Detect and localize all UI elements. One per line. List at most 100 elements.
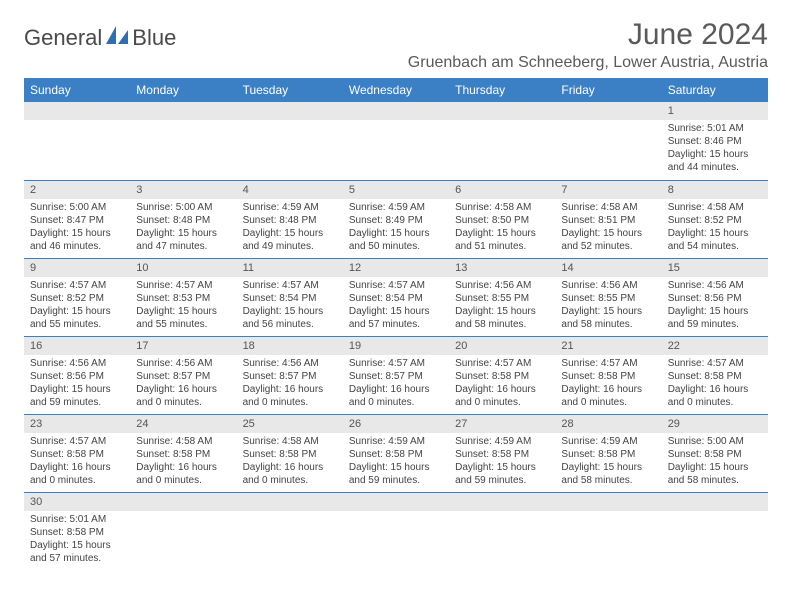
sunset-line: Sunset: 8:47 PM <box>30 214 124 227</box>
day-content: Sunrise: 4:57 AMSunset: 8:54 PMDaylight:… <box>237 277 343 335</box>
weekday-header: Tuesday <box>237 78 343 102</box>
day-content: Sunrise: 5:01 AMSunset: 8:46 PMDaylight:… <box>662 120 768 178</box>
sunset-line: Sunset: 8:58 PM <box>668 448 762 461</box>
calendar-day: 2Sunrise: 5:00 AMSunset: 8:47 PMDaylight… <box>24 180 130 258</box>
calendar-day: 29Sunrise: 5:00 AMSunset: 8:58 PMDayligh… <box>662 414 768 492</box>
sunrise-line: Sunrise: 4:58 AM <box>561 201 655 214</box>
sunrise-line: Sunrise: 4:56 AM <box>455 279 549 292</box>
daylight-line: Daylight: 15 hours and 59 minutes. <box>349 461 443 487</box>
calendar-day <box>449 102 555 180</box>
day-number-band <box>555 102 661 120</box>
day-number-band <box>237 102 343 120</box>
day-number: 25 <box>237 415 343 433</box>
sunrise-line: Sunrise: 4:59 AM <box>455 435 549 448</box>
day-content: Sunrise: 4:56 AMSunset: 8:57 PMDaylight:… <box>237 355 343 413</box>
day-content: Sunrise: 5:00 AMSunset: 8:48 PMDaylight:… <box>130 199 236 257</box>
day-content: Sunrise: 4:58 AMSunset: 8:50 PMDaylight:… <box>449 199 555 257</box>
sunrise-line: Sunrise: 4:58 AM <box>243 435 337 448</box>
sunset-line: Sunset: 8:57 PM <box>243 370 337 383</box>
weekday-header: Sunday <box>24 78 130 102</box>
calendar-day: 26Sunrise: 4:59 AMSunset: 8:58 PMDayligh… <box>343 414 449 492</box>
day-number: 18 <box>237 337 343 355</box>
calendar-day <box>237 492 343 570</box>
calendar-day <box>237 102 343 180</box>
calendar-day: 19Sunrise: 4:57 AMSunset: 8:57 PMDayligh… <box>343 336 449 414</box>
day-number: 24 <box>130 415 236 433</box>
calendar-week: 30Sunrise: 5:01 AMSunset: 8:58 PMDayligh… <box>24 492 768 570</box>
calendar-day: 25 Sunrise: 4:58 AMSunset: 8:58 PMDayligh… <box>237 414 343 492</box>
calendar-day <box>130 492 236 570</box>
day-number: 30 <box>24 493 130 511</box>
day-number: 19 <box>343 337 449 355</box>
sunrise-line: Sunrise: 4:57 AM <box>668 357 762 370</box>
sunset-line: Sunset: 8:57 PM <box>349 370 443 383</box>
daylight-line: Daylight: 15 hours and 59 minutes. <box>668 305 762 331</box>
day-number-band <box>662 493 768 511</box>
day-content: Sunrise: 4:56 AMSunset: 8:57 PMDaylight:… <box>130 355 236 413</box>
sunrise-line: Sunrise: 4:56 AM <box>30 357 124 370</box>
daylight-line: Daylight: 15 hours and 58 minutes. <box>455 305 549 331</box>
day-number: 14 <box>555 259 661 277</box>
daylight-line: Daylight: 15 hours and 47 minutes. <box>136 227 230 253</box>
calendar-day: 9Sunrise: 4:57 AMSunset: 8:52 PMDaylight… <box>24 258 130 336</box>
sunrise-line: Sunrise: 5:00 AM <box>30 201 124 214</box>
day-content: Sunrise: 5:00 AMSunset: 8:58 PMDaylight:… <box>662 433 768 491</box>
brand-logo: General Blue <box>24 24 176 51</box>
day-content: Sunrise: 4:58 AMSunset: 8:51 PMDaylight:… <box>555 199 661 257</box>
calendar-week: 16Sunrise: 4:56 AMSunset: 8:56 PMDayligh… <box>24 336 768 414</box>
daylight-line: Daylight: 16 hours and 0 minutes. <box>243 383 337 409</box>
day-number: 9 <box>24 259 130 277</box>
day-number-band <box>449 102 555 120</box>
day-number-band <box>343 493 449 511</box>
sunset-line: Sunset: 8:51 PM <box>561 214 655 227</box>
day-number: 16 <box>24 337 130 355</box>
daylight-line: Daylight: 15 hours and 58 minutes. <box>561 305 655 331</box>
sunset-line: Sunset: 8:54 PM <box>243 292 337 305</box>
day-number-band <box>449 493 555 511</box>
sail-icon <box>104 24 130 51</box>
calendar-day <box>24 102 130 180</box>
daylight-line: Daylight: 16 hours and 0 minutes. <box>136 461 230 487</box>
sunset-line: Sunset: 8:50 PM <box>455 214 549 227</box>
day-number: 1 <box>662 102 768 120</box>
calendar-week: 1Sunrise: 5:01 AMSunset: 8:46 PMDaylight… <box>24 102 768 180</box>
weekday-header: Monday <box>130 78 236 102</box>
daylight-line: Daylight: 15 hours and 59 minutes. <box>455 461 549 487</box>
day-content: Sunrise: 4:58 AMSunset: 8:52 PMDaylight:… <box>662 199 768 257</box>
sunset-line: Sunset: 8:58 PM <box>243 448 337 461</box>
daylight-line: Daylight: 16 hours and 0 minutes. <box>243 461 337 487</box>
daylight-line: Daylight: 16 hours and 0 minutes. <box>30 461 124 487</box>
calendar-day: 4Sunrise: 4:59 AMSunset: 8:48 PMDaylight… <box>237 180 343 258</box>
day-content: Sunrise: 5:01 AMSunset: 8:58 PMDaylight:… <box>24 511 130 569</box>
calendar-day: 20Sunrise: 4:57 AMSunset: 8:58 PMDayligh… <box>449 336 555 414</box>
calendar-day: 6Sunrise: 4:58 AMSunset: 8:50 PMDaylight… <box>449 180 555 258</box>
sunrise-line: Sunrise: 4:58 AM <box>455 201 549 214</box>
day-content: Sunrise: 4:57 AMSunset: 8:58 PMDaylight:… <box>662 355 768 413</box>
calendar-day: 14Sunrise: 4:56 AMSunset: 8:55 PMDayligh… <box>555 258 661 336</box>
day-content: Sunrise: 4:57 AMSunset: 8:54 PMDaylight:… <box>343 277 449 335</box>
calendar-day: 7Sunrise: 4:58 AMSunset: 8:51 PMDaylight… <box>555 180 661 258</box>
day-content: Sunrise: 4:56 AMSunset: 8:55 PMDaylight:… <box>555 277 661 335</box>
calendar-day: 12Sunrise: 4:57 AMSunset: 8:54 PMDayligh… <box>343 258 449 336</box>
day-number: 21 <box>555 337 661 355</box>
sunset-line: Sunset: 8:56 PM <box>668 292 762 305</box>
sunset-line: Sunset: 8:58 PM <box>136 448 230 461</box>
day-number: 3 <box>130 181 236 199</box>
sunrise-line: Sunrise: 4:59 AM <box>349 435 443 448</box>
calendar-day <box>662 492 768 570</box>
daylight-line: Daylight: 15 hours and 58 minutes. <box>668 461 762 487</box>
day-number-band <box>130 102 236 120</box>
sunset-line: Sunset: 8:55 PM <box>561 292 655 305</box>
calendar-day: 15Sunrise: 4:56 AMSunset: 8:56 PMDayligh… <box>662 258 768 336</box>
day-content: Sunrise: 5:00 AMSunset: 8:47 PMDaylight:… <box>24 199 130 257</box>
sunset-line: Sunset: 8:58 PM <box>455 448 549 461</box>
sunset-line: Sunset: 8:48 PM <box>243 214 337 227</box>
daylight-line: Daylight: 16 hours and 0 minutes. <box>668 383 762 409</box>
calendar-day <box>555 102 661 180</box>
calendar-day: 24Sunrise: 4:58 AMSunset: 8:58 PMDayligh… <box>130 414 236 492</box>
sunset-line: Sunset: 8:58 PM <box>455 370 549 383</box>
day-number: 29 <box>662 415 768 433</box>
daylight-line: Daylight: 15 hours and 52 minutes. <box>561 227 655 253</box>
sunrise-line: Sunrise: 4:56 AM <box>668 279 762 292</box>
sunset-line: Sunset: 8:52 PM <box>668 214 762 227</box>
